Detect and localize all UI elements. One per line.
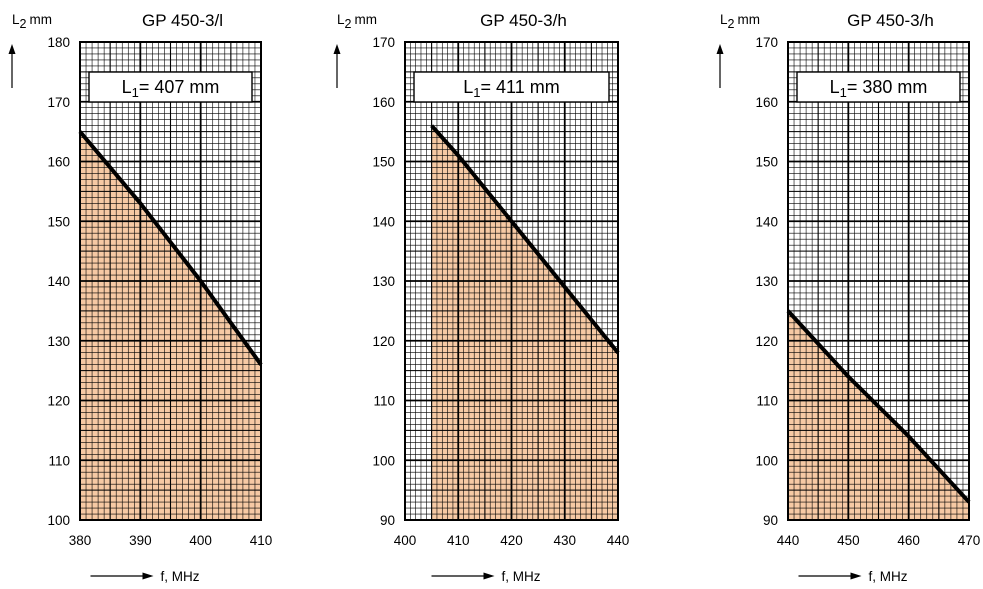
annotation-sub: 1 (473, 85, 480, 100)
y-axis-label-unit: mm (737, 12, 760, 27)
annotation-main: L (463, 77, 473, 97)
x-tick-label: 440 (607, 533, 630, 548)
y-tick-label: 110 (756, 394, 778, 409)
annotation-main: L (122, 77, 132, 97)
x-axis-label: f, MHz (869, 569, 908, 584)
x-axis-label: f, MHz (502, 569, 541, 584)
y-tick-label: 100 (372, 453, 395, 468)
y-tick-label: 170 (755, 35, 778, 50)
x-tick-label: 450 (837, 533, 860, 548)
annotation-rest: = 411 mm (481, 77, 560, 97)
chart-title: GP 450-3/h (847, 11, 934, 30)
y-tick-label: 110 (48, 453, 70, 468)
y-axis-label-unit: mm (29, 12, 52, 27)
x-tick-label: 430 (553, 533, 576, 548)
y-axis-label-sub: 2 (728, 17, 735, 31)
x-tick-label: 410 (447, 533, 470, 548)
chart-panel-2: 90 100 110 120 130 140 150 160 170 400 410 420 430 44… (334, 11, 630, 584)
chart-panel-1: 100 110 120 130 140 150 160 170 180 380 390 400 410 G… (9, 11, 273, 584)
y-tick-label: 120 (372, 334, 395, 349)
x-tick-label: 400 (189, 533, 212, 548)
y-tick-label: 160 (755, 95, 778, 110)
y-axis-label-unit: mm (354, 12, 377, 27)
chart-panel-3: 90 100 110 120 130 140 150 160 170 440 450 460 470 GP… (717, 11, 981, 584)
annotation-sub: 1 (840, 85, 847, 100)
y-tick-label: 120 (755, 334, 778, 349)
x-tick-label: 460 (897, 533, 920, 548)
annotation-rest: = 380 mm (847, 77, 928, 97)
y-axis-arrowhead (334, 44, 341, 54)
chart-title: GP 450-3/l (142, 11, 223, 30)
y-tick-label: 110 (373, 394, 395, 409)
y-tick-label: 140 (372, 214, 395, 229)
y-tick-label: 170 (47, 95, 70, 110)
y-axis-label-sub: 2 (20, 17, 27, 31)
y-axis-label-sub: 2 (345, 17, 352, 31)
y-tick-label: 170 (372, 35, 395, 50)
y-tick-label: 140 (755, 214, 778, 229)
y-axis-arrowhead (9, 44, 16, 54)
chart-title: GP 450-3/h (480, 11, 567, 30)
y-axis-arrowhead (717, 44, 724, 54)
annotation-main: L (830, 77, 840, 97)
x-tick-label: 410 (250, 533, 273, 548)
x-tick-label: 380 (69, 533, 92, 548)
y-tick-label: 150 (372, 155, 395, 170)
x-tick-label: 400 (394, 533, 417, 548)
y-tick-label: 130 (372, 274, 395, 289)
x-axis-arrowhead (484, 573, 495, 580)
x-axis-arrowhead (143, 573, 154, 580)
y-tick-label: 140 (47, 274, 70, 289)
y-tick-label: 160 (47, 155, 70, 170)
x-tick-label: 390 (129, 533, 152, 548)
y-tick-label: 100 (755, 453, 778, 468)
y-tick-label: 150 (47, 214, 70, 229)
y-tick-label: 130 (755, 274, 778, 289)
y-tick-label: 130 (47, 334, 70, 349)
annotation-sub: 1 (132, 85, 139, 100)
x-axis-label: f, MHz (161, 569, 200, 584)
y-tick-label: 120 (47, 394, 70, 409)
y-tick-label: 90 (763, 513, 778, 528)
y-tick-label: 150 (755, 155, 778, 170)
x-tick-label: 470 (958, 533, 981, 548)
x-tick-label: 420 (500, 533, 523, 548)
y-tick-label: 90 (380, 513, 395, 528)
y-tick-label: 100 (47, 513, 70, 528)
y-tick-label: 180 (47, 35, 70, 50)
x-tick-label: 440 (777, 533, 800, 548)
annotation-rest: = 407 mm (139, 77, 220, 97)
x-axis-arrowhead (851, 573, 862, 580)
y-tick-label: 160 (372, 95, 395, 110)
